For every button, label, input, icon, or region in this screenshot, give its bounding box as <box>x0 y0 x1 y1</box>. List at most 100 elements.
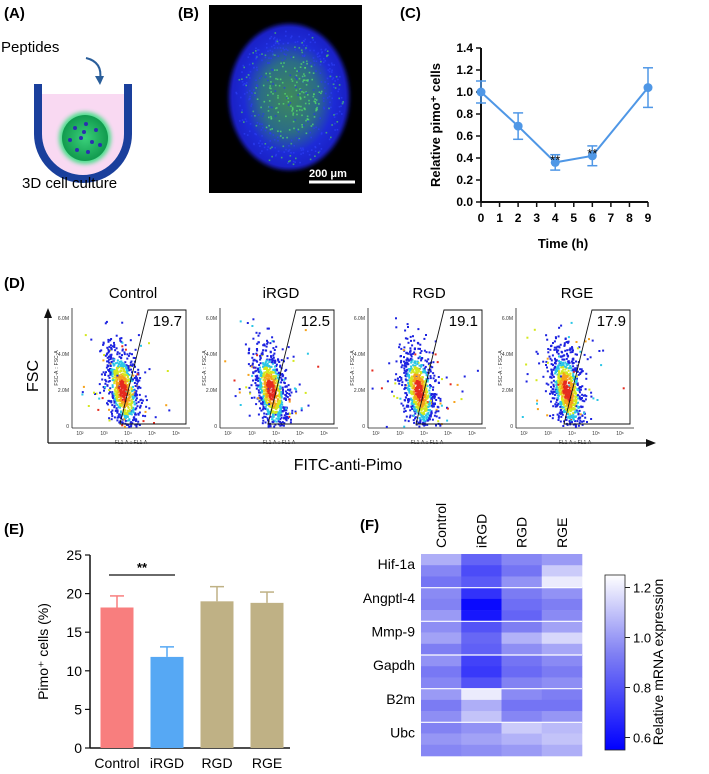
speckle <box>274 147 276 149</box>
flow-event <box>278 409 281 412</box>
flow-event <box>421 376 424 378</box>
flow-event <box>269 415 272 418</box>
flow-event <box>405 351 408 354</box>
speckle <box>286 95 288 98</box>
flow-event <box>280 403 283 406</box>
flow-event <box>575 399 578 401</box>
heatmap-cell <box>461 554 502 566</box>
flow-event <box>571 351 574 353</box>
speckle <box>287 104 290 106</box>
speckle <box>268 57 270 59</box>
panel-e-label: (E) <box>4 521 24 538</box>
flow-event <box>420 390 423 393</box>
flow-event <box>440 404 443 407</box>
speckle <box>299 66 302 68</box>
flow-event <box>460 398 463 401</box>
flow-gate-value: 19.1 <box>449 313 478 330</box>
flow-event <box>267 392 270 394</box>
flow-event <box>431 400 434 403</box>
flow-event <box>139 377 142 379</box>
flow-event <box>271 418 274 421</box>
flow-event <box>261 416 264 419</box>
speckle <box>264 143 267 145</box>
flow-event <box>423 404 426 407</box>
flow-event <box>431 418 434 421</box>
speckle <box>274 42 277 45</box>
speckle <box>327 63 330 66</box>
speckle <box>269 128 272 131</box>
speckle <box>275 107 277 110</box>
speckle <box>254 94 256 97</box>
flow-event <box>424 396 427 399</box>
flow-event <box>276 372 279 375</box>
flow-event <box>115 347 118 350</box>
flow-event <box>118 363 121 365</box>
flow-event <box>420 357 423 360</box>
flow-event <box>427 368 430 371</box>
flow-event <box>435 399 438 401</box>
flow-event <box>582 394 585 397</box>
flow-event <box>113 382 116 385</box>
flow-event <box>108 417 111 420</box>
flow-event <box>586 421 588 423</box>
speckle <box>305 119 307 122</box>
flow-event <box>553 348 556 351</box>
speckle <box>313 100 316 103</box>
flow-event <box>570 401 573 403</box>
flow-x-tick-label: 10² <box>520 431 528 437</box>
flow-event <box>127 399 130 402</box>
flow-event <box>570 366 573 369</box>
flow-event <box>560 387 562 390</box>
flow-event <box>423 407 426 410</box>
flow-event <box>127 375 129 378</box>
flow-event <box>113 376 116 379</box>
speckle <box>262 84 265 87</box>
flow-event <box>275 417 278 420</box>
flow-event <box>602 349 605 352</box>
flow-event <box>554 367 557 370</box>
flow-event <box>127 389 130 392</box>
flow-event <box>558 389 561 392</box>
flow-inner-y-label: FSC-A :: FSC-A <box>54 350 60 386</box>
flow-event <box>122 418 125 421</box>
speckle <box>274 32 277 34</box>
flow-event <box>561 385 563 388</box>
panel-f-label: (F) <box>360 517 379 534</box>
flow-event <box>426 360 428 363</box>
speckle <box>288 129 291 131</box>
flow-event <box>111 377 114 380</box>
flow-event <box>106 346 109 349</box>
speckle <box>317 52 320 54</box>
flow-event <box>148 368 151 371</box>
flow-event <box>271 340 274 343</box>
flow-event <box>266 363 269 366</box>
flow-event <box>577 389 580 392</box>
flow-event <box>574 376 576 379</box>
flow-event <box>108 392 111 395</box>
flow-event <box>565 341 568 344</box>
flow-event <box>545 360 548 363</box>
speckle <box>331 69 333 72</box>
flow-event <box>110 401 113 404</box>
flow-event <box>565 419 568 421</box>
flow-event <box>269 367 272 370</box>
flow-event <box>577 394 579 397</box>
flow-event <box>130 413 133 416</box>
flow-event <box>590 418 593 420</box>
flow-event <box>429 377 432 380</box>
flow-event <box>115 383 118 385</box>
speckle <box>279 130 282 133</box>
flow-event <box>108 350 110 353</box>
flow-event <box>380 387 383 390</box>
flow-event <box>113 370 116 372</box>
flow-event <box>424 414 427 417</box>
flow-event <box>124 382 126 384</box>
flow-event <box>578 409 581 412</box>
speckle <box>266 46 268 49</box>
flow-event <box>403 425 406 428</box>
flow-event <box>123 418 126 421</box>
speckle <box>310 136 312 139</box>
flow-event <box>592 397 595 400</box>
flow-event <box>404 329 407 332</box>
